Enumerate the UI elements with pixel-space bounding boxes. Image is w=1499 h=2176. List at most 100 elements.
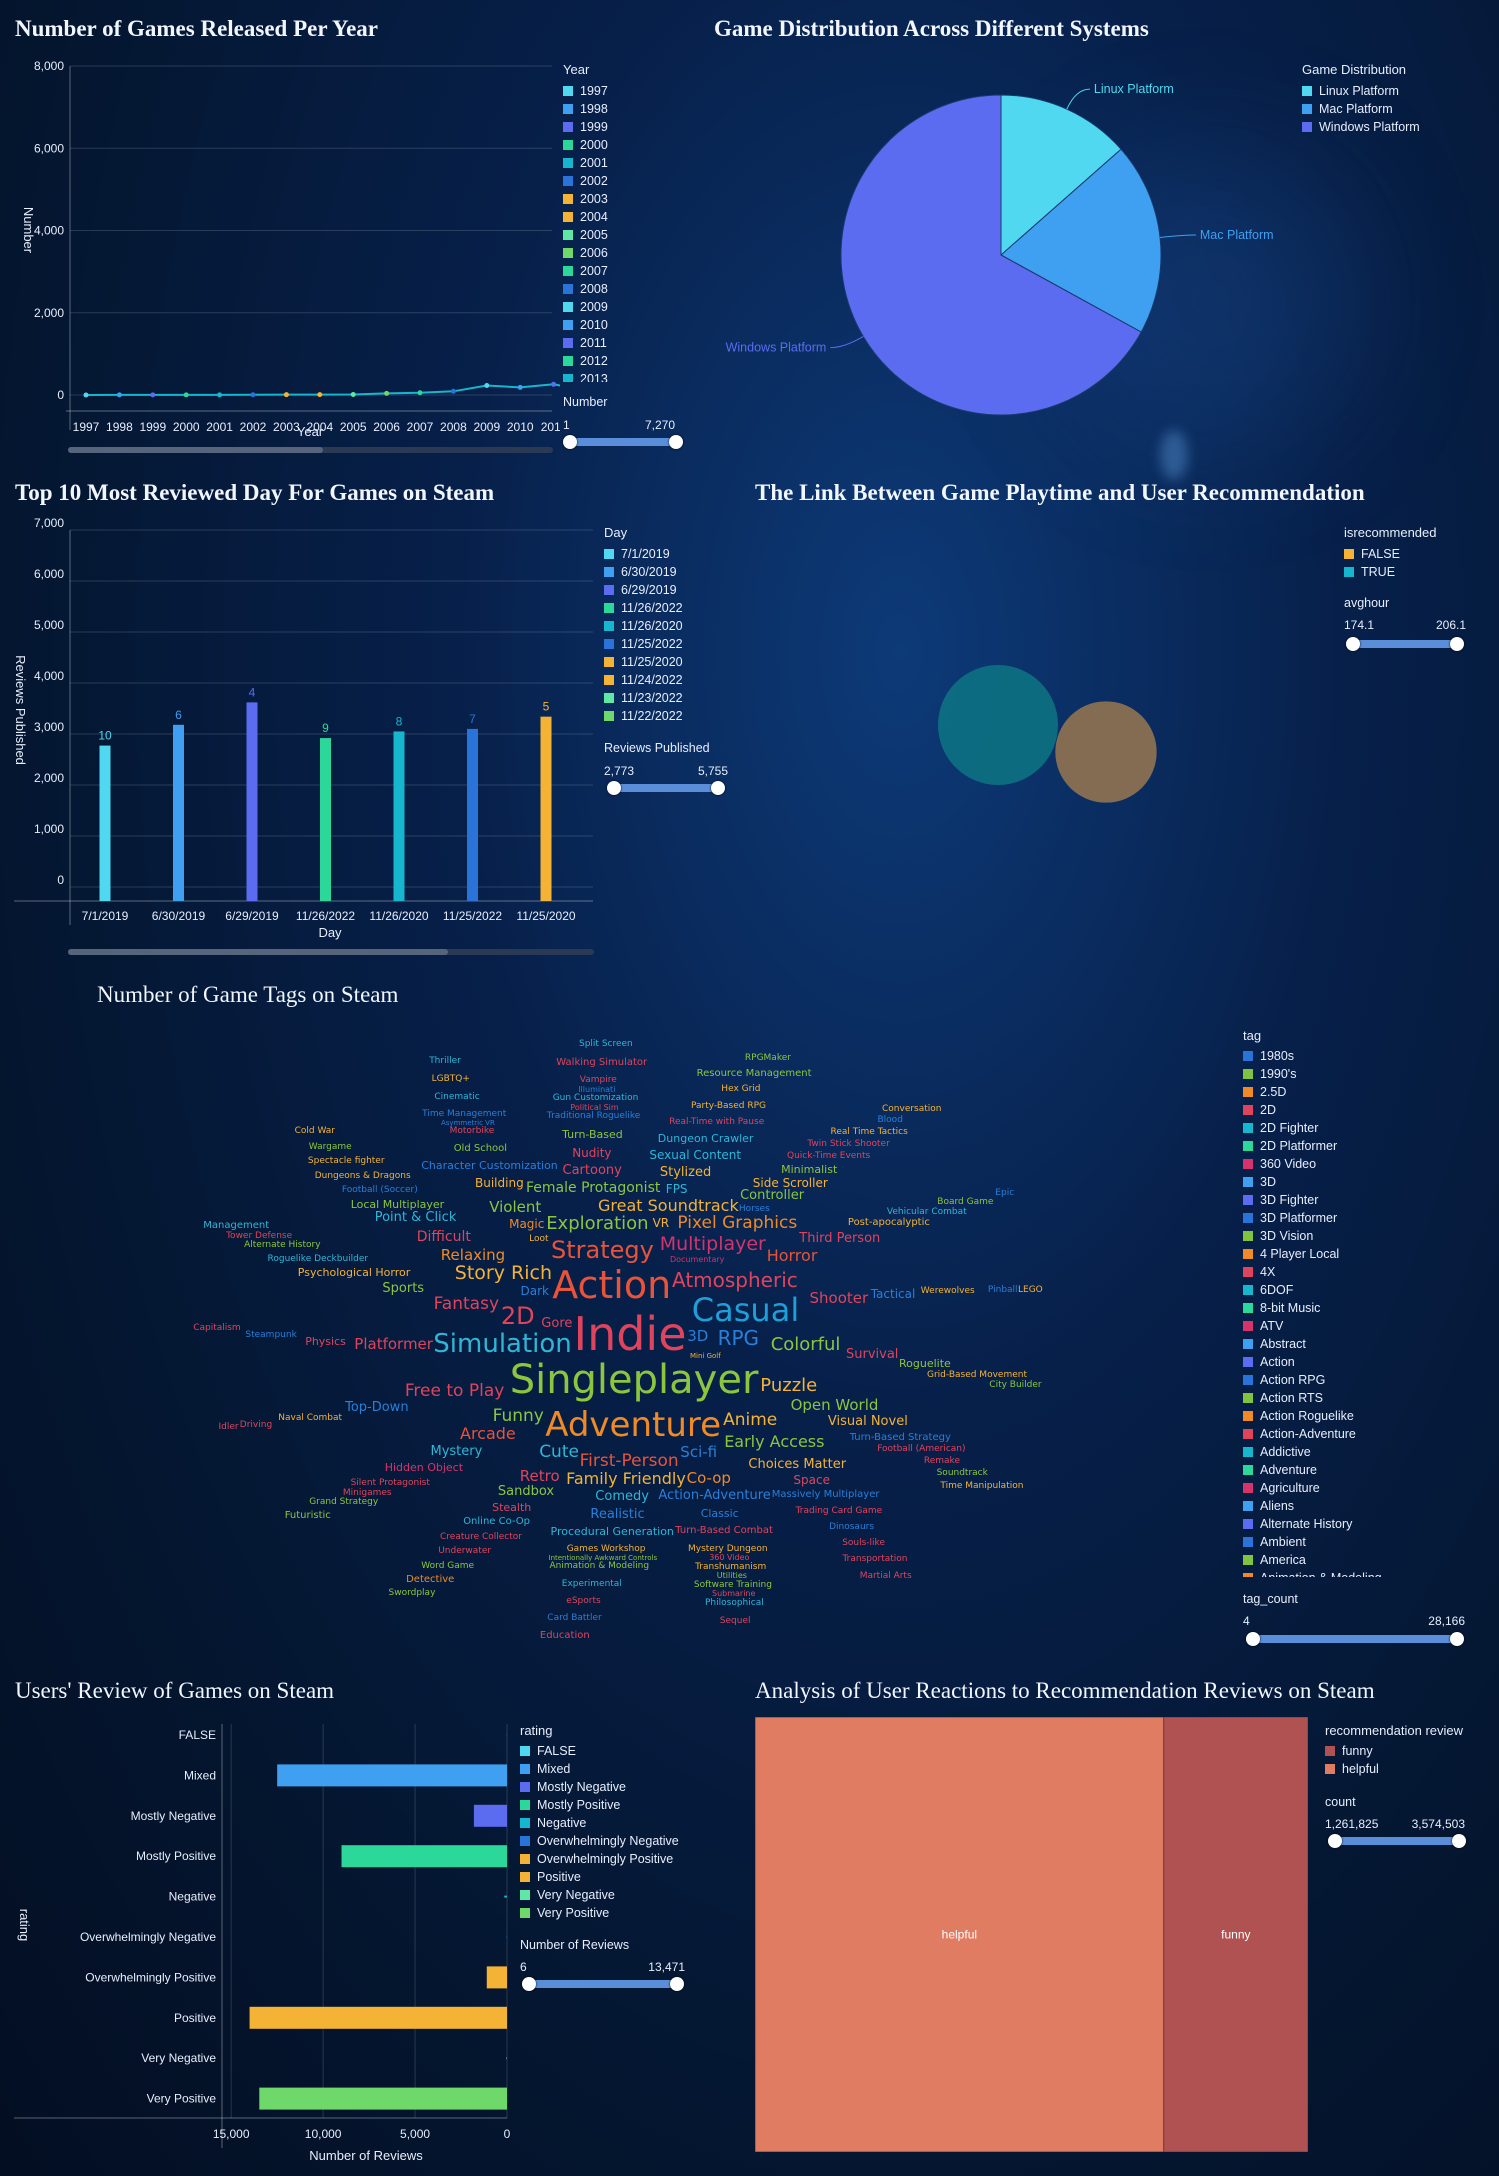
scrollbar-thumb[interactable] — [68, 949, 448, 955]
tag-word[interactable]: Cold War — [294, 1126, 335, 1137]
slider-max-handle[interactable] — [669, 435, 683, 449]
tag-word[interactable]: Funny — [492, 1405, 544, 1426]
reaction-legend-item[interactable]: funny — [1325, 1742, 1379, 1760]
tag-legend-item[interactable]: 8-bit Music — [1243, 1299, 1382, 1317]
tag-word[interactable]: Pixel Graphics — [677, 1212, 798, 1233]
tag-word[interactable]: Futuristic — [284, 1510, 331, 1522]
tag-legend-item[interactable]: 4 Player Local — [1243, 1245, 1382, 1263]
year-legend-item[interactable]: 2002 — [563, 172, 608, 190]
tag-word[interactable]: Sexual Content — [649, 1148, 742, 1163]
tag-word[interactable]: FPS — [665, 1182, 688, 1196]
tag-word[interactable]: Philosophical — [705, 1597, 764, 1608]
slider-min-handle[interactable] — [563, 435, 577, 449]
tag-legend-item[interactable]: 1990's — [1243, 1065, 1382, 1083]
tag-word[interactable]: Platformer — [354, 1335, 433, 1354]
tag-word[interactable]: Grid-Based Movement — [927, 1370, 1027, 1380]
tag-word[interactable]: Sequel — [719, 1615, 751, 1626]
tags-slider[interactable] — [1246, 1632, 1464, 1646]
tag-word[interactable]: Utilities — [716, 1571, 747, 1580]
tag-word[interactable]: Turn-Based — [562, 1128, 623, 1142]
slider-min-handle[interactable] — [1246, 1632, 1260, 1646]
year-legend-item[interactable]: 2012 — [563, 352, 608, 370]
rating-legend-item[interactable]: Mostly Positive — [520, 1796, 679, 1814]
tag-word[interactable]: Intentionally Awkward Controls — [548, 1553, 658, 1562]
tag-word[interactable]: Pinball — [987, 1285, 1018, 1295]
tag-word[interactable]: 2D — [500, 1302, 535, 1331]
year-legend-item[interactable]: 2001 — [563, 154, 608, 172]
tag-word[interactable]: Walking Simulator — [556, 1056, 648, 1068]
tag-word[interactable]: Hidden Object — [384, 1461, 464, 1475]
tag-word[interactable]: Atmospheric — [672, 1267, 798, 1292]
tag-word[interactable]: First-Person — [579, 1450, 679, 1471]
tag-word[interactable]: 3D — [687, 1326, 709, 1345]
tag-word[interactable]: Steampunk — [245, 1330, 297, 1341]
tag-word[interactable]: Casual — [691, 1291, 800, 1330]
tag-word[interactable]: Magic — [509, 1216, 545, 1231]
tag-legend-item[interactable]: Agriculture — [1243, 1479, 1382, 1497]
tag-legend-item[interactable]: Action Roguelike — [1243, 1407, 1382, 1425]
tag-word[interactable]: Indie — [573, 1306, 687, 1361]
year-legend-item[interactable]: 2011 — [563, 334, 608, 352]
tag-word[interactable]: Transhumanism — [695, 1561, 767, 1572]
tag-word[interactable]: Comedy — [595, 1489, 649, 1505]
slider-max-handle[interactable] — [1450, 1632, 1464, 1646]
tag-word[interactable]: Software Training — [693, 1579, 772, 1590]
tag-word[interactable]: Werewolves — [920, 1285, 975, 1296]
tag-word[interactable]: City Builder — [989, 1379, 1042, 1390]
tag-word[interactable]: Gore — [541, 1316, 573, 1332]
tag-word[interactable]: Point & Click — [374, 1210, 457, 1226]
tag-word[interactable]: Open World — [790, 1395, 879, 1414]
tag-word[interactable]: Games Workshop — [566, 1544, 646, 1554]
tag-word[interactable]: Word Game — [421, 1560, 475, 1571]
tag-word[interactable]: Submarine — [712, 1589, 756, 1599]
tag-word[interactable]: Story Rich — [454, 1262, 552, 1285]
tag-word[interactable]: Sports — [382, 1280, 425, 1296]
tag-word[interactable]: Adventure — [545, 1405, 722, 1445]
tag-legend-item[interactable]: 6DOF — [1243, 1281, 1382, 1299]
tag-legend-item[interactable]: 2D Fighter — [1243, 1119, 1382, 1137]
day-legend-item[interactable]: 11/22/2022 — [604, 707, 683, 725]
tag-legend-item[interactable]: Addictive — [1243, 1443, 1382, 1461]
tag-word[interactable]: Hex Grid — [721, 1084, 761, 1095]
tag-word[interactable]: Martial Arts — [859, 1571, 912, 1582]
tag-word[interactable]: Silent Protagonist — [350, 1478, 430, 1488]
playtime-legend-item[interactable]: FALSE — [1344, 545, 1400, 563]
tag-word[interactable]: Post-apocalyptic — [847, 1216, 930, 1228]
day-legend-item[interactable]: 11/24/2022 — [604, 671, 683, 689]
tag-legend-item[interactable]: America — [1243, 1551, 1382, 1569]
tag-word[interactable]: Visual Novel — [827, 1413, 908, 1429]
tag-word[interactable]: Alternate History — [244, 1240, 321, 1251]
tag-word[interactable]: Procedural Generation — [550, 1525, 674, 1539]
tag-legend-item[interactable]: 4X — [1243, 1263, 1382, 1281]
tag-word[interactable]: Traditional Roguelike — [546, 1111, 641, 1122]
tag-word[interactable]: eSports — [566, 1596, 601, 1607]
tag-word[interactable]: Conversation — [882, 1103, 942, 1114]
tag-legend-item[interactable]: Ambient — [1243, 1533, 1382, 1551]
slider-max-handle[interactable] — [1450, 637, 1464, 651]
tag-word[interactable]: Experimental — [561, 1578, 622, 1589]
tag-word[interactable]: Cute — [539, 1442, 579, 1463]
tag-legend-item[interactable]: Action RTS — [1243, 1389, 1382, 1407]
tag-word[interactable]: Old School — [453, 1143, 508, 1154]
tag-word[interactable]: Stealth — [492, 1500, 532, 1514]
tag-word[interactable]: Management — [203, 1219, 270, 1231]
tag-word[interactable]: Choices Matter — [748, 1456, 847, 1472]
tag-word[interactable]: Building — [475, 1175, 524, 1190]
year-legend-item[interactable]: 1997 — [563, 82, 608, 100]
tag-word[interactable]: Early Access — [724, 1432, 825, 1452]
tag-word[interactable]: Mini Golf — [690, 1351, 721, 1360]
tag-word[interactable]: Cartoony — [562, 1162, 622, 1178]
tag-word[interactable]: Capitalism — [193, 1323, 241, 1334]
slider-min-handle[interactable] — [607, 781, 621, 795]
tag-word[interactable]: 360 Video — [709, 1553, 750, 1562]
tag-word[interactable]: Sci-fi — [680, 1442, 718, 1461]
tag-word[interactable]: Stylized — [659, 1164, 712, 1180]
tag-word[interactable]: Classic — [700, 1506, 739, 1520]
tag-legend-item[interactable]: 3D — [1243, 1173, 1382, 1191]
tag-word[interactable]: Football (American) — [877, 1443, 966, 1454]
tag-word[interactable]: Loot — [529, 1234, 549, 1245]
tag-word[interactable]: Puzzle — [760, 1374, 818, 1396]
tag-word[interactable]: Creature Collector — [440, 1531, 522, 1542]
tag-legend-item[interactable]: Animation & Modeling — [1243, 1569, 1382, 1577]
tag-word[interactable]: Simulation — [433, 1329, 572, 1360]
